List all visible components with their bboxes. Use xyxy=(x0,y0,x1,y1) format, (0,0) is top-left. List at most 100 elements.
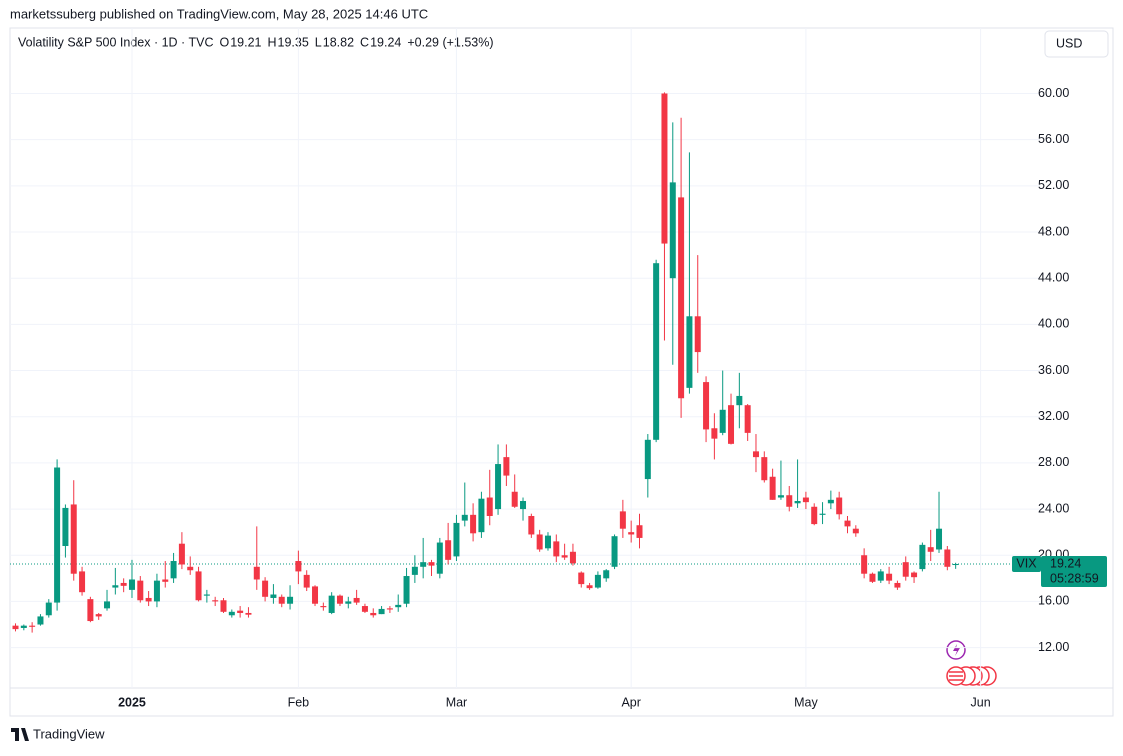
candle xyxy=(628,520,635,543)
candle-body xyxy=(603,570,610,579)
candle xyxy=(245,607,252,618)
candle-body xyxy=(436,542,443,574)
candle-body xyxy=(736,395,743,406)
candle-body xyxy=(178,543,185,565)
candle xyxy=(544,532,551,551)
lightning-glyph xyxy=(953,644,960,656)
candle xyxy=(87,596,94,623)
candle-body xyxy=(228,611,235,616)
y-tick-label: 60.00 xyxy=(1038,86,1069,100)
candle-body xyxy=(752,451,759,458)
candle xyxy=(952,562,959,569)
candle-body xyxy=(428,562,435,566)
candle-body xyxy=(353,597,360,603)
candle xyxy=(769,468,776,500)
candle-body xyxy=(636,525,643,538)
candle xyxy=(586,582,593,590)
candle xyxy=(553,534,560,563)
candle-body xyxy=(802,497,809,503)
candle xyxy=(869,572,876,583)
x-tick-label: Mar xyxy=(446,695,468,709)
candle-body xyxy=(686,316,693,388)
candle xyxy=(62,504,69,558)
candle-body xyxy=(287,596,294,604)
candle xyxy=(644,434,651,498)
y-tick-label: 12.00 xyxy=(1038,640,1069,654)
candle-body xyxy=(378,608,385,615)
candle xyxy=(128,559,135,598)
candle-body xyxy=(470,514,477,534)
price-tag-countdown: 05:28:59 xyxy=(1050,571,1099,585)
candle xyxy=(636,513,643,549)
candle-body xyxy=(761,457,768,481)
candle xyxy=(478,491,485,538)
legend-value: 19.35 xyxy=(278,35,309,49)
candle-body xyxy=(902,562,909,577)
symbol-tag-box xyxy=(1012,556,1041,573)
candle xyxy=(278,594,285,608)
candle-body xyxy=(653,263,660,440)
candle xyxy=(378,606,385,615)
grid-layer xyxy=(10,28,1040,688)
candle xyxy=(761,451,768,483)
candle-body xyxy=(20,625,27,628)
legend-value: 19.24 xyxy=(370,35,401,49)
candle-body xyxy=(303,574,310,588)
candle xyxy=(70,480,77,581)
candle xyxy=(187,556,194,575)
candle-body xyxy=(836,497,843,515)
candle xyxy=(819,502,826,525)
candle-body xyxy=(819,513,826,515)
candle-body xyxy=(128,579,135,590)
candle xyxy=(361,603,368,613)
candle-body xyxy=(478,498,485,533)
candle-body xyxy=(262,580,269,597)
candle xyxy=(79,566,86,596)
candle xyxy=(137,576,144,603)
candle xyxy=(411,555,418,583)
candle-body xyxy=(212,600,219,602)
candle xyxy=(794,459,801,508)
candle xyxy=(112,567,119,595)
currency-button[interactable] xyxy=(1044,30,1109,58)
candle-body xyxy=(270,594,277,598)
candle-body xyxy=(295,561,302,572)
candle xyxy=(894,580,901,590)
candle-body xyxy=(611,536,618,567)
candle-body xyxy=(237,610,244,613)
candle-body xyxy=(403,576,410,604)
candle xyxy=(270,584,277,604)
x-tick-label: May xyxy=(794,695,818,709)
candle-body xyxy=(911,572,918,578)
candle-body xyxy=(544,535,551,549)
candle xyxy=(678,117,685,418)
candle xyxy=(162,561,169,588)
candle xyxy=(104,589,111,611)
candle xyxy=(145,591,152,607)
candle xyxy=(436,537,443,579)
brand-name: TradingView xyxy=(33,726,105,741)
candle xyxy=(170,552,177,583)
chart-frame xyxy=(9,27,1114,717)
candle-body xyxy=(361,606,368,612)
candle-body xyxy=(886,573,893,581)
candle-body xyxy=(278,596,285,604)
candle xyxy=(661,92,668,341)
candle xyxy=(328,592,335,615)
candle-body xyxy=(170,561,177,579)
y-tick-label: 44.00 xyxy=(1038,270,1069,284)
candle-body xyxy=(919,544,926,570)
candle-body xyxy=(852,528,859,534)
candle xyxy=(353,589,360,605)
candle xyxy=(911,571,918,583)
y-tick-label: 28.00 xyxy=(1038,455,1069,469)
candle-body xyxy=(578,572,585,585)
brand-logo xyxy=(11,728,29,741)
candle xyxy=(694,255,701,373)
currency-label[interactable]: USD xyxy=(1056,36,1082,50)
candle-body xyxy=(195,571,202,601)
legend-value: 19.21 xyxy=(230,35,261,49)
candle-body xyxy=(661,93,668,244)
candle xyxy=(203,589,210,603)
